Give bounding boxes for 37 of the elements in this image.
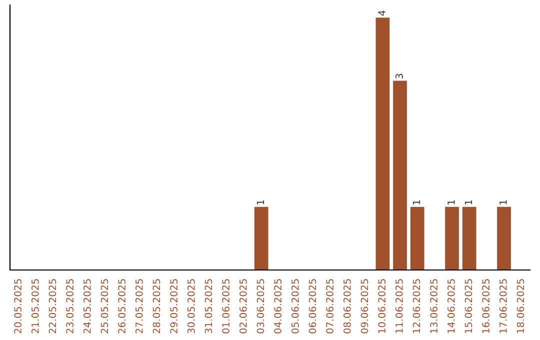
x-tick-label: 11.06.2025	[395, 279, 403, 333]
x-tick-label: 28.05.2025	[152, 279, 160, 334]
x-tick-label: 27.05.2025	[135, 279, 143, 334]
x-tick-label: 05.06.2025	[291, 279, 299, 334]
x-tick-label: 30.05.2025	[187, 279, 195, 334]
data-label: 1	[256, 200, 264, 204]
x-tick-label: 07.06.2025	[326, 279, 334, 334]
x-tick-label: 12.06.2025	[412, 279, 420, 333]
x-tick-label: 23.05.2025	[66, 279, 74, 334]
data-label: 1	[500, 200, 507, 204]
x-tick-label: 20.05.2025	[14, 279, 22, 334]
data-label: 1	[412, 200, 420, 204]
x-tick-label: 17.06.2025	[499, 279, 507, 333]
x-tick-label: 25.05.2025	[100, 279, 108, 334]
x-tick-label: 29.05.2025	[170, 279, 178, 334]
x-tick-label: 14.06.2025	[447, 279, 455, 333]
x-tick-label: 18.06.2025	[516, 279, 524, 333]
data-label: 1	[464, 200, 472, 204]
x-tick-label: 03.06.2025	[256, 279, 264, 334]
x-tick-label: 31.05.2025	[204, 279, 212, 334]
x-tick-label: 15.06.2025	[464, 279, 472, 333]
x-tick-label: 02.06.2025	[239, 279, 247, 334]
x-tick-label: 09.06.2025	[360, 279, 368, 334]
data-label: 4	[378, 10, 386, 16]
x-tick-label: 22.05.2025	[48, 279, 56, 334]
data-label: 3	[395, 74, 403, 79]
x-tick-label: 01.06.2025	[222, 279, 230, 334]
x-tick-label: 26.05.2025	[118, 279, 126, 334]
x-tick-label: 16.06.2025	[482, 279, 490, 333]
x-tick-label: 08.06.2025	[343, 279, 351, 334]
data-label: 1	[448, 200, 455, 204]
x-tick-label: 10.06.2025	[378, 279, 386, 333]
x-tick-label: 06.06.2025	[308, 279, 316, 334]
x-tick-label: 13.06.2025	[430, 279, 438, 333]
x-tick-label: 21.05.2025	[31, 279, 39, 334]
x-tick-label: 04.06.2025	[274, 279, 282, 334]
x-tick-label: 24.05.2025	[83, 279, 91, 334]
